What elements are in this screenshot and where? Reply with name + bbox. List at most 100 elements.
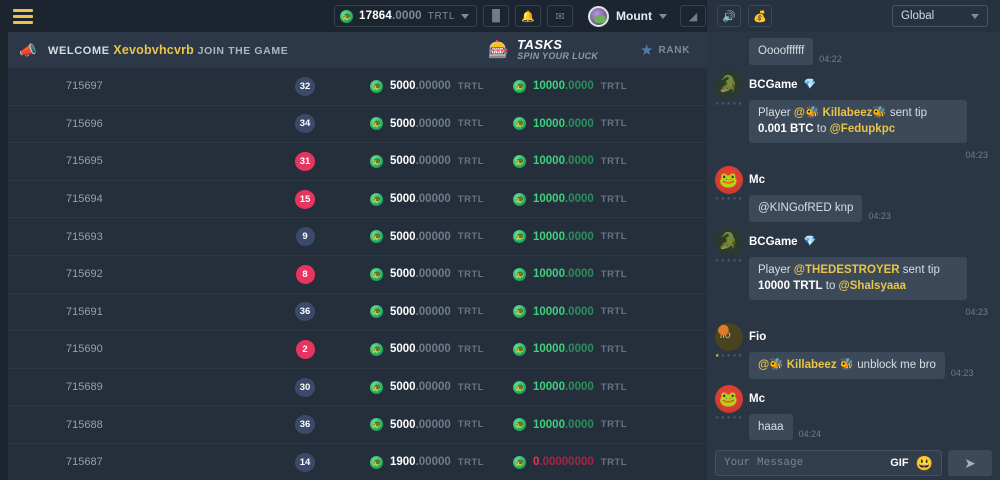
status-badge: 36	[294, 302, 316, 322]
avatar[interactable]	[715, 323, 743, 352]
user-menu[interactable]: Mount ◢	[588, 0, 706, 32]
bet-currency: TRTL	[457, 306, 485, 318]
message-username[interactable]: Fio	[749, 331, 767, 344]
payout-amount-cell: 🐢 0.00000000 TRTL	[513, 455, 663, 469]
table-row[interactable]: 715693 9 🐢 5000.00000 TRTL 🐢 10000.0000 TRTL	[8, 218, 707, 256]
chevron-down-icon[interactable]	[461, 13, 469, 19]
balance-display[interactable]: 🐢 17864.0000 TRTL	[334, 5, 477, 27]
payout-amount: 10000.0000	[533, 155, 594, 168]
bet-amount: 5000.00000	[390, 193, 451, 206]
table-row[interactable]: 715688 36 🐢 5000.00000 TRTL 🐢 10000.0000 TRTL	[8, 406, 707, 444]
table-row[interactable]: 715695 31 🐢 5000.00000 TRTL 🐢 10000.0000 TRTL	[8, 143, 707, 181]
bet-id: 715689	[66, 381, 103, 394]
trtl-coin-icon: 🐢	[513, 192, 526, 206]
avatar[interactable]	[715, 384, 743, 413]
payout-amount-cell: 🐢 10000.0000 TRTL	[513, 79, 663, 93]
table-row[interactable]: 715697 32 🐢 5000.00000 TRTL 🐢 10000.0000 TRTL	[8, 68, 707, 106]
status-badge: 32	[294, 76, 316, 96]
bets-table[interactable]: 715697 32 🐢 5000.00000 TRTL 🐢 10000.0000 TRTL 71…	[8, 68, 707, 480]
table-row[interactable]: 715691 36 🐢 5000.00000 TRTL 🐢 10000.0000 TRTL	[8, 294, 707, 332]
bet-amount-cell: 🐢 5000.00000 TRTL	[370, 154, 513, 168]
chat-panel: 🔊 💰 Global Ooooffffff 04:22 BCGame 💎 ★★★★★ Pl…	[707, 0, 1000, 480]
balance-amount: 17864.0000	[359, 10, 422, 22]
tasks-text: TASKS SPIN YOUR LUCK	[517, 38, 598, 61]
payout-amount-cell: 🐢 10000.0000 TRTL	[513, 267, 663, 281]
hamburger-icon[interactable]	[0, 0, 46, 32]
chat-toggle-icon[interactable]: ◢	[679, 5, 706, 27]
message-username[interactable]: Mc	[749, 392, 765, 405]
bet-currency: TRTL	[457, 193, 485, 205]
rank-stars: ★★★★★	[715, 257, 744, 264]
message-username[interactable]: BCGame	[749, 78, 798, 91]
table-row[interactable]: 715689 30 🐢 5000.00000 TRTL 🐢 10000.0000 TRTL	[8, 369, 707, 407]
chat-message: Fio ★★★★★ @🐝 Killabeez 🐝 unblock me bro 04:…	[715, 323, 988, 379]
payout-amount: 10000.0000	[533, 117, 594, 130]
avatar[interactable]	[715, 166, 743, 195]
bet-amount-cell: 🐢 1900.00000 TRTL	[370, 455, 513, 469]
gif-button[interactable]: GIF	[890, 457, 909, 469]
avatar[interactable]	[715, 227, 743, 256]
payout-amount-cell: 🐢 10000.0000 TRTL	[513, 380, 663, 394]
payout-amount: 10000.0000	[533, 381, 594, 394]
table-row[interactable]: 715690 2 🐢 5000.00000 TRTL 🐢 10000.0000 TRTL	[8, 331, 707, 369]
message-text: haaa	[749, 413, 793, 441]
rank-stars: ★★★★★	[715, 353, 744, 360]
rank-stars: ★★★★★	[715, 100, 744, 107]
topbar-center-group: 🐢 17864.0000 TRTL █ 🔔 ✉	[334, 0, 573, 32]
welcome-text: WELCOME Xevobvhcvrb JOIN THE GAME	[48, 43, 288, 57]
trtl-coin-icon: 🐢	[370, 455, 383, 469]
bet-amount: 5000.00000	[390, 305, 451, 318]
payout-currency: TRTL	[600, 231, 628, 243]
payout-amount-cell: 🐢 10000.0000 TRTL	[513, 418, 663, 432]
tasks-subtitle: SPIN YOUR LUCK	[517, 51, 599, 62]
send-button[interactable]: ➤	[948, 450, 992, 476]
table-row[interactable]: 715687 14 🐢 1900.00000 TRTL 🐢 0.00000000 TRTL	[8, 444, 707, 480]
welcome-prefix: WELCOME	[48, 45, 110, 57]
rank-block[interactable]: ★ RANK	[640, 41, 690, 59]
bet-id: 715691	[66, 305, 103, 318]
message-time: 04:23	[950, 367, 974, 378]
wallet-icon[interactable]: █	[483, 5, 509, 27]
chat-messages[interactable]: Ooooffffff 04:22 BCGame 💎 ★★★★★ Player @🐝 Kil…	[707, 32, 1000, 450]
chevron-down-icon[interactable]	[658, 13, 667, 19]
message-text: Ooooffffff	[749, 38, 814, 65]
bet-id: 715695	[66, 155, 103, 168]
trtl-coin-icon: 🐢	[513, 267, 526, 281]
bet-currency: TRTL	[457, 456, 485, 468]
bet-amount-cell: 🐢 5000.00000 TRTL	[370, 305, 513, 319]
tasks-block[interactable]: 🎰 TASKS SPIN YOUR LUCK	[488, 38, 598, 61]
chevron-down-icon[interactable]	[971, 13, 979, 19]
join-game-text: JOIN THE GAME	[197, 45, 289, 57]
bell-icon[interactable]: 🔔	[515, 5, 541, 27]
table-row[interactable]: 715696 34 🐢 5000.00000 TRTL 🐢 10000.0000 TRTL	[8, 106, 707, 144]
message-input[interactable]: Your Message GIF 😃	[715, 450, 942, 476]
sound-icon[interactable]: 🔊	[717, 5, 741, 27]
status-badge: 15	[294, 189, 316, 209]
bet-amount-cell: 🐢 5000.00000 TRTL	[370, 192, 513, 206]
roll-badge-cell: 34	[240, 114, 370, 134]
message-username[interactable]: BCGame	[749, 235, 798, 248]
avatar[interactable]	[715, 70, 743, 99]
trtl-coin-icon: 🐢	[370, 342, 383, 356]
rank-stars: ★★★★★	[715, 196, 744, 203]
rain-icon[interactable]: 💰	[748, 5, 772, 27]
verified-icon: 💎	[803, 79, 817, 91]
payout-currency: TRTL	[600, 268, 628, 280]
roll-badge-cell: 36	[240, 415, 370, 435]
payout-amount-cell: 🐢 10000.0000 TRTL	[513, 192, 663, 206]
chat-room-selector[interactable]: Global	[892, 5, 988, 27]
trtl-coin-icon: 🐢	[513, 342, 526, 356]
emoji-icon[interactable]: 😃	[915, 454, 933, 471]
rank-label: RANK	[658, 44, 691, 56]
table-row[interactable]: 715694 15 🐢 5000.00000 TRTL 🐢 10000.0000 TRTL	[8, 181, 707, 219]
table-row[interactable]: 715692 8 🐢 5000.00000 TRTL 🐢 10000.0000 TRTL	[8, 256, 707, 294]
bet-id: 715697	[66, 80, 103, 93]
roll-badge-cell: 9	[240, 227, 370, 247]
message-username[interactable]: Mc	[749, 174, 765, 187]
payout-currency: TRTL	[600, 343, 628, 355]
roll-badge-cell: 31	[240, 151, 370, 171]
left-rail	[0, 32, 8, 480]
bet-currency: TRTL	[457, 80, 485, 92]
status-badge: 31	[294, 151, 316, 171]
mail-icon[interactable]: ✉	[547, 5, 573, 27]
